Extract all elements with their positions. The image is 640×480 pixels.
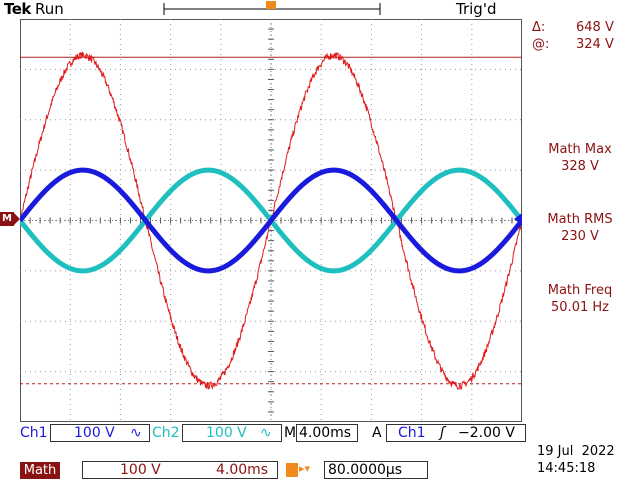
horizontal-position-arrow-icon: ▸▾ xyxy=(299,462,311,475)
math-marker-arrow xyxy=(13,212,20,226)
cursor-delta-symbol: Δ: xyxy=(532,20,546,35)
trigger-box[interactable] xyxy=(386,424,526,442)
measurement-math-max-value: 328 V xyxy=(561,159,599,174)
ch2-scale-box[interactable] xyxy=(182,424,282,442)
measurement-math-freq-label: Math Freq xyxy=(547,283,613,298)
date-display: 19 Jul 2022 xyxy=(537,444,615,459)
horizontal-position-value: 80.0000µs xyxy=(328,462,403,478)
ch1-end-marker xyxy=(514,213,522,225)
cursor-at-symbol: @: xyxy=(532,37,550,52)
trigger-status: Trig'd xyxy=(456,0,497,18)
trigger-level: −2.00 V xyxy=(458,425,515,441)
waveform-display[interactable] xyxy=(20,19,522,422)
math-settings-box[interactable] xyxy=(82,461,278,479)
timebase-value: 4.00ms xyxy=(299,425,352,441)
math-time: 4.00ms xyxy=(216,462,269,478)
ch2-coupling-icon: ∿ xyxy=(260,425,272,441)
timebase-prefix: M xyxy=(284,425,297,441)
cursor-delta-value: 648 V xyxy=(576,20,614,35)
record-position-indicator xyxy=(163,1,381,15)
measurement-math-rms-value: 230 V xyxy=(561,229,599,244)
measurement-math-freq-value: 50.01 Hz xyxy=(551,300,609,315)
ch1-scale: 100 V xyxy=(74,425,115,441)
trigger-source: Ch1 xyxy=(398,425,426,441)
trigger-mode: A xyxy=(372,425,382,441)
ch1-scale-box[interactable] xyxy=(50,424,150,442)
acquisition-status: Run xyxy=(35,0,64,18)
time-display: 14:45:18 xyxy=(537,461,596,476)
ch1-waveform xyxy=(20,167,522,274)
math-label[interactable]: Math xyxy=(20,462,60,479)
math-scale: 100 V xyxy=(120,462,161,478)
trigger-slope-icon: ʃ xyxy=(440,425,445,441)
measurement-math-max-label: Math Max xyxy=(548,142,612,157)
ch2-scale: 100 V xyxy=(206,425,247,441)
math-reference-marker[interactable]: M xyxy=(0,212,14,226)
horizontal-position-icon xyxy=(286,463,298,477)
cursor-at-value: 324 V xyxy=(576,37,614,52)
ch1-coupling-icon: ∿ xyxy=(130,425,142,441)
ch2-label[interactable]: Ch2 xyxy=(152,425,180,441)
brand-logo: Tek xyxy=(4,0,31,18)
horizontal-position-box[interactable] xyxy=(324,461,428,479)
measurement-math-rms-label: Math RMS xyxy=(547,212,613,227)
timebase-box[interactable] xyxy=(296,424,358,442)
ch1-label[interactable]: Ch1 xyxy=(20,425,48,441)
